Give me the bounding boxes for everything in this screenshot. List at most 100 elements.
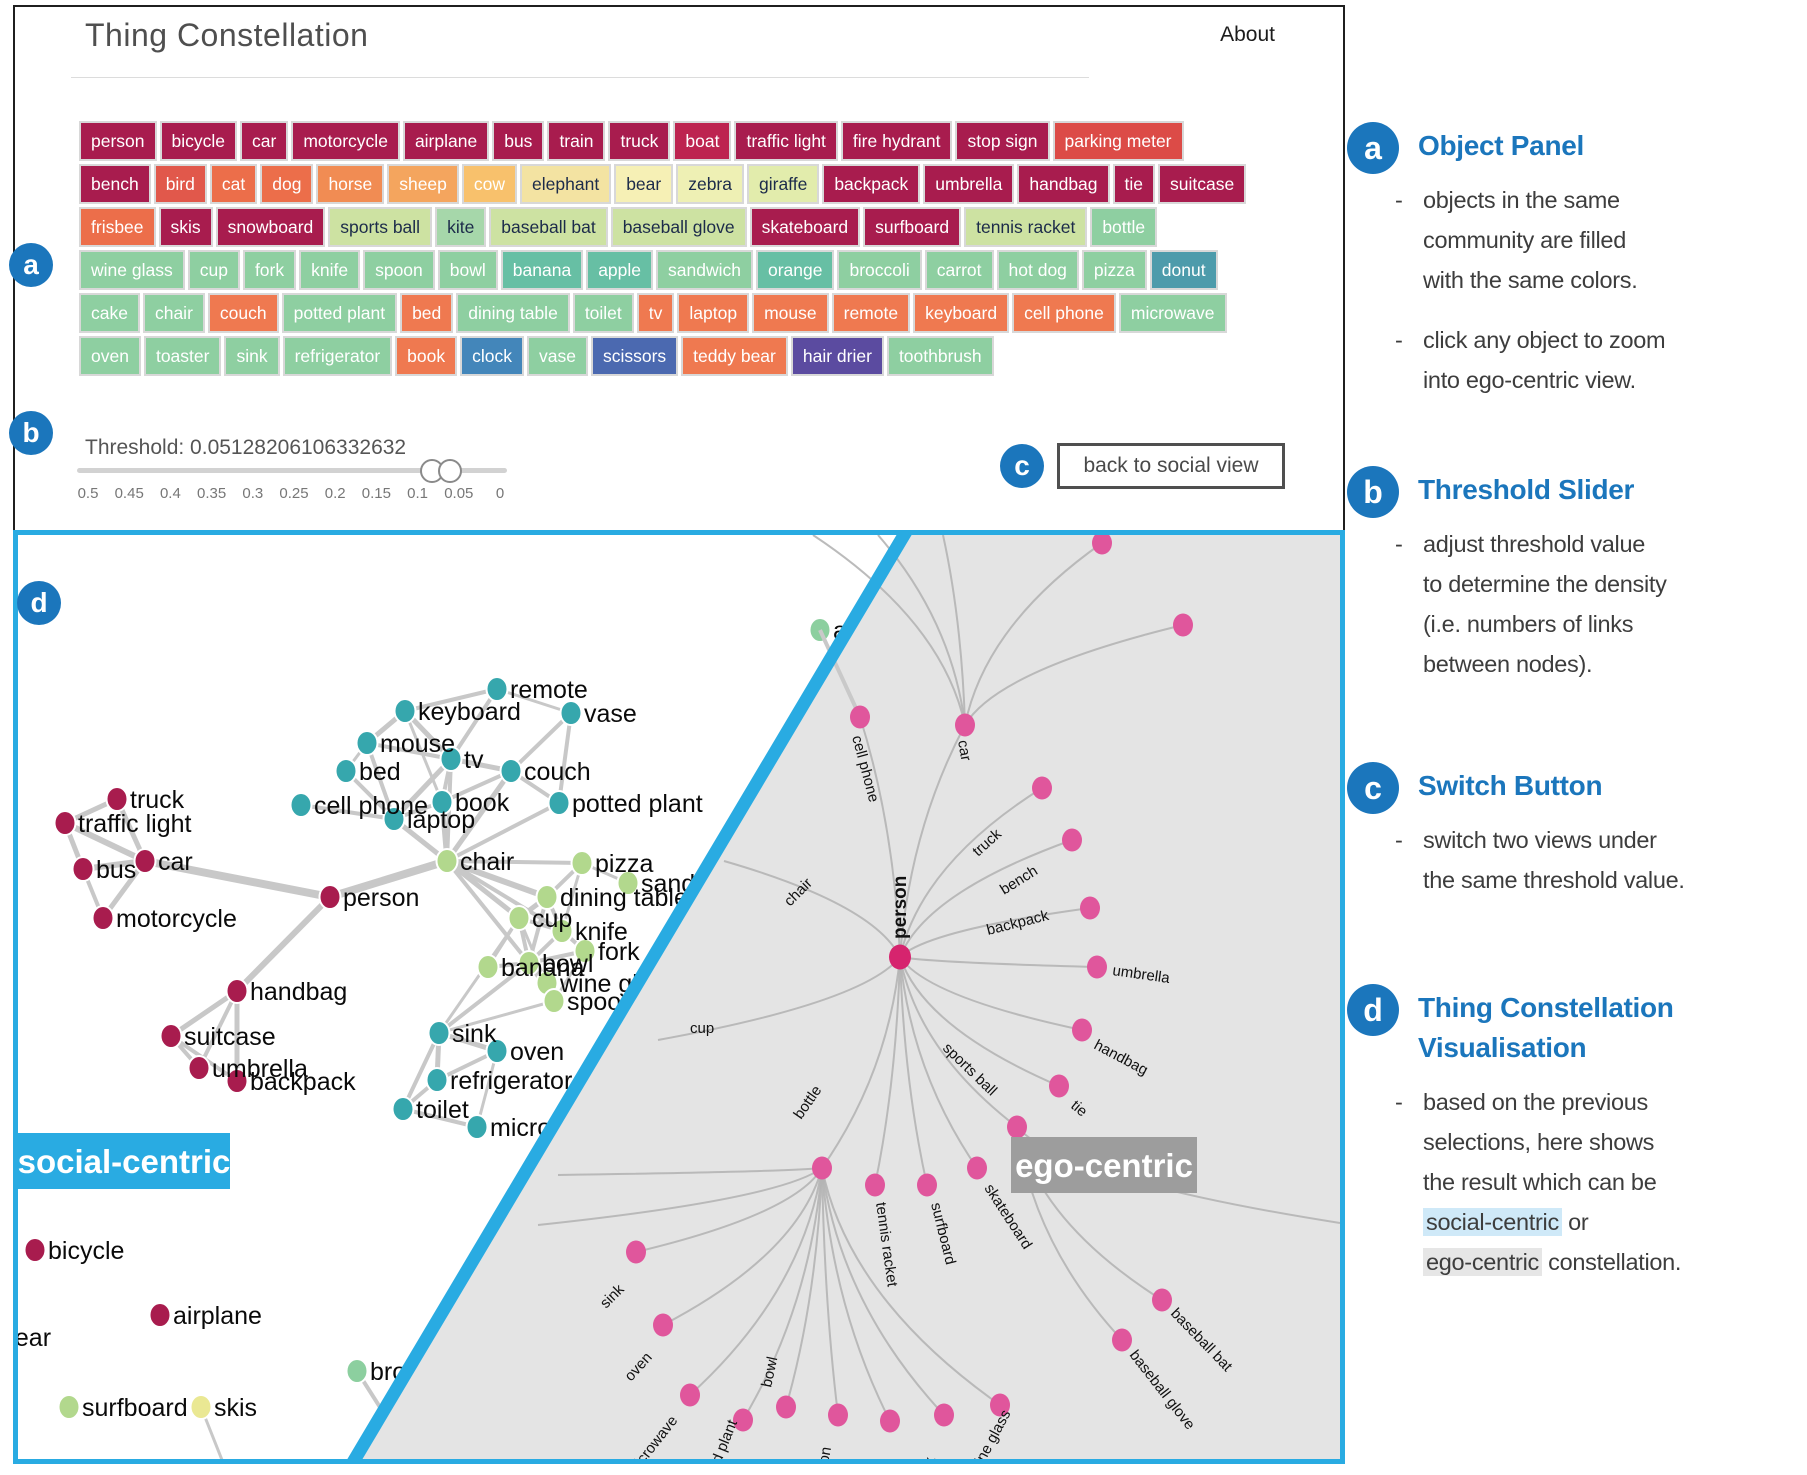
ego-node-top-0[interactable]	[1092, 535, 1112, 555]
object-tag-book[interactable]: book	[395, 336, 458, 376]
graph-node-knife[interactable]	[550, 918, 574, 944]
object-tag-skateboard[interactable]: skateboard	[749, 207, 861, 247]
ego-node-skateboard[interactable]	[967, 1156, 987, 1180]
object-tag-pizza[interactable]: pizza	[1081, 250, 1147, 290]
graph-node-suitcase[interactable]	[159, 1023, 183, 1049]
object-tag-oven[interactable]: oven	[79, 336, 141, 376]
object-tag-remote[interactable]: remote	[831, 293, 911, 333]
switch-view-button[interactable]: back to social view	[1057, 443, 1285, 489]
ego-node-handbag[interactable]	[1072, 1018, 1092, 1042]
ego-node-sports-ball[interactable]	[1007, 1115, 1027, 1139]
object-tag-umbrella[interactable]: umbrella	[923, 164, 1015, 204]
ego-node-wine-glass[interactable]	[990, 1393, 1010, 1417]
ego-node-sink[interactable]	[626, 1240, 646, 1264]
graph-node-broccoli[interactable]	[345, 1358, 369, 1384]
object-tag-horse[interactable]: horse	[316, 164, 385, 204]
object-tag-chair[interactable]: chair	[142, 293, 205, 333]
object-tag-tv[interactable]: tv	[636, 293, 675, 333]
ego-node-tennis-racket[interactable]	[865, 1173, 885, 1197]
object-tag-dining-table[interactable]: dining table	[456, 293, 570, 333]
slider-track[interactable]	[77, 468, 507, 473]
graph-node-bowl[interactable]	[517, 950, 541, 976]
object-tag-keyboard[interactable]: keyboard	[913, 293, 1010, 333]
ego-node-potted-plant[interactable]	[733, 1408, 753, 1432]
graph-node-surfboard[interactable]	[57, 1394, 81, 1420]
graph-node-skis[interactable]	[189, 1394, 213, 1420]
object-tag-toaster[interactable]: toaster	[143, 336, 222, 376]
object-tag-teddy-bear[interactable]: teddy bear	[681, 336, 788, 376]
object-tag-snowboard[interactable]: snowboard	[215, 207, 326, 247]
ego-node-umbrella[interactable]	[1087, 955, 1107, 979]
graph-node-truck[interactable]	[105, 786, 129, 812]
graph-node-vase[interactable]	[559, 700, 583, 726]
object-tag-laptop[interactable]: laptop	[677, 293, 750, 333]
graph-node-bicycle[interactable]	[23, 1237, 47, 1263]
object-tag-vase[interactable]: vase	[527, 336, 588, 376]
object-tag-carrot[interactable]: carrot	[924, 250, 994, 290]
graph-node-remote[interactable]	[485, 676, 509, 702]
object-tag-traffic-light[interactable]: traffic light	[734, 121, 838, 161]
ego-node-car[interactable]	[955, 713, 975, 737]
graph-node-potted-plant[interactable]	[547, 790, 571, 816]
object-tag-knife[interactable]: knife	[299, 250, 361, 290]
ego-node-fork[interactable]	[934, 1403, 954, 1427]
object-tag-cake[interactable]: cake	[79, 293, 140, 333]
graph-node-chair[interactable]	[435, 848, 459, 874]
graph-node-couch[interactable]	[499, 758, 523, 784]
object-tag-cup[interactable]: cup	[187, 250, 240, 290]
graph-node-keyboard[interactable]	[393, 698, 417, 724]
ego-node-tie[interactable]	[1049, 1074, 1069, 1098]
graph-node-oven[interactable]	[485, 1038, 509, 1064]
object-tag-bear[interactable]: bear	[614, 164, 674, 204]
graph-node-microwave[interactable]	[465, 1114, 489, 1140]
graph-node-airplane[interactable]	[148, 1302, 172, 1328]
graph-node-fork[interactable]	[573, 938, 597, 964]
object-tag-fork[interactable]: fork	[242, 250, 297, 290]
graph-node-toilet[interactable]	[391, 1096, 415, 1122]
ego-node-microwave[interactable]	[680, 1383, 700, 1407]
object-tag-spoon[interactable]: spoon	[363, 250, 435, 290]
graph-node-mouse[interactable]	[355, 730, 379, 756]
graph-node-person[interactable]	[318, 884, 342, 910]
object-tag-apple[interactable]: apple	[586, 250, 654, 290]
slider-handle-right[interactable]	[438, 459, 462, 483]
object-tag-kite[interactable]: kite	[435, 207, 487, 247]
graph-node-laptop[interactable]	[382, 806, 406, 832]
object-tag-fire-hydrant[interactable]: fire hydrant	[840, 121, 953, 161]
object-tag-airplane[interactable]: airplane	[402, 121, 490, 161]
object-tag-parking-meter[interactable]: parking meter	[1052, 121, 1184, 161]
object-tag-truck[interactable]: truck	[608, 121, 671, 161]
graph-node-dining-table[interactable]	[535, 884, 559, 910]
object-tag-tennis-racket[interactable]: tennis racket	[964, 207, 1088, 247]
object-tag-baseball-glove[interactable]: baseball glove	[610, 207, 747, 247]
graph-node-umbrella[interactable]	[187, 1055, 211, 1081]
object-tag-sports-ball[interactable]: sports ball	[328, 207, 433, 247]
object-tag-motorcycle[interactable]: motorcycle	[291, 121, 400, 161]
object-tag-baseball-bat[interactable]: baseball bat	[489, 207, 608, 247]
object-tag-cell-phone[interactable]: cell phone	[1012, 293, 1116, 333]
object-tag-banana[interactable]: banana	[500, 250, 584, 290]
about-link[interactable]: About	[1220, 23, 1275, 46]
object-tag-bird[interactable]: bird	[153, 164, 207, 204]
object-tag-potted-plant[interactable]: potted plant	[281, 293, 398, 333]
ego-node-bottle[interactable]	[812, 1156, 832, 1180]
object-tag-scissors[interactable]: scissors	[590, 336, 679, 376]
ego-node-oven[interactable]	[653, 1313, 673, 1337]
graph-node-handbag[interactable]	[225, 978, 249, 1004]
object-tag-bed[interactable]: bed	[400, 293, 454, 333]
object-tag-surfboard[interactable]: surfboard	[863, 207, 962, 247]
object-tag-train[interactable]: train	[547, 121, 606, 161]
graph-node-backpack[interactable]	[225, 1068, 249, 1094]
graph-node-bed[interactable]	[334, 758, 358, 784]
object-tag-toilet[interactable]: toilet	[572, 293, 634, 333]
object-tag-car[interactable]: car	[240, 121, 289, 161]
ego-node-top-1[interactable]	[1173, 613, 1193, 637]
object-tag-refrigerator[interactable]: refrigerator	[282, 336, 393, 376]
graph-node-spoon[interactable]	[542, 988, 566, 1014]
graph-node-banana[interactable]	[476, 954, 500, 980]
object-tag-skis[interactable]: skis	[158, 207, 213, 247]
ego-node-backpack[interactable]	[1080, 896, 1100, 920]
ego-node-cell-phone[interactable]	[850, 705, 870, 729]
object-tag-microwave[interactable]: microwave	[1118, 293, 1227, 333]
